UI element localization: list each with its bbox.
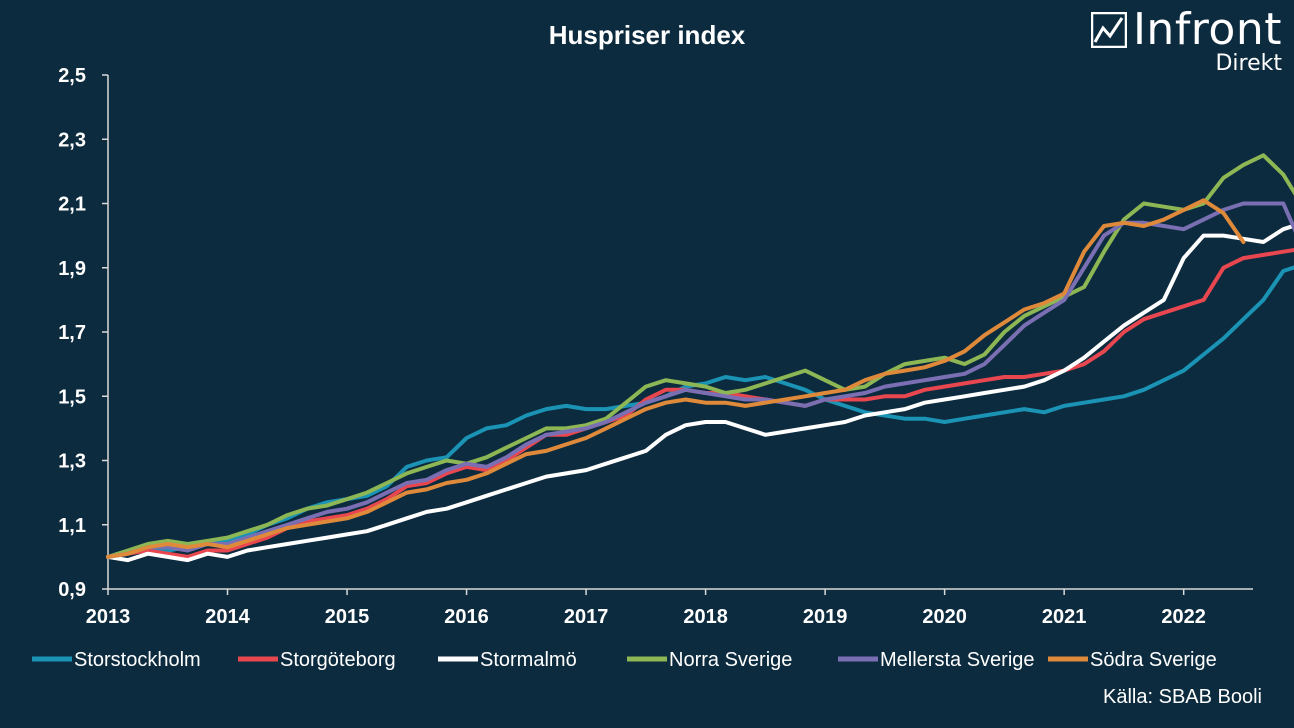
x-tick-label: 2022 (1161, 606, 1206, 628)
chart-title: Huspriser index (549, 20, 746, 50)
x-tick-label: 2017 (564, 606, 609, 628)
legend-label: Storstockholm (74, 649, 201, 671)
x-tick-label: 2018 (683, 606, 728, 628)
y-tick-label: 2,5 (58, 65, 86, 87)
legend-label: Stormalmö (480, 649, 577, 671)
legend-label: Storgöteborg (280, 649, 396, 671)
y-tick-label: 2,3 (58, 129, 86, 151)
series-lines (106, 153, 1294, 563)
series-line-s-dra-sverige (106, 198, 1246, 559)
y-tick-label: 1,7 (58, 322, 86, 344)
axes: 0,9 1,1 1,3 1,5 1,7 1,9 2,1 2,3 2,5 2013 2014 2015 2… (58, 65, 1253, 628)
y-tick-label: 1,9 (58, 258, 86, 280)
x-tick-label: 2015 (325, 606, 370, 628)
x-tick-label: 2019 (803, 606, 848, 628)
legend: Storstockholm Storgöteborg Stormalmö Norra … (32, 649, 1217, 671)
y-tick-label: 0,9 (58, 579, 86, 601)
x-tick-label: 2013 (86, 606, 131, 628)
series-line-storstockholm (106, 265, 1294, 559)
series-line-norra-sverige (106, 153, 1294, 559)
brand-logo: Infront Direkt (1090, 4, 1282, 76)
x-tick-label: 2020 (922, 606, 967, 628)
x-tick-label: 2016 (444, 606, 489, 628)
source-note: Källa: SBAB Booli (1103, 686, 1262, 708)
series-line-stormalm- (106, 223, 1294, 563)
legend-label: Södra Sverige (1090, 649, 1217, 671)
brand-subtitle: Direkt (1215, 51, 1282, 76)
series-line-mellersta-sverige (106, 201, 1294, 559)
brand-name: Infront (1132, 4, 1282, 55)
legend-label: Mellersta Sverige (880, 649, 1035, 671)
legend-label: Norra Sverige (669, 649, 792, 671)
y-tick-label: 2,1 (58, 194, 86, 216)
x-tick-label: 2014 (205, 606, 250, 628)
y-tick-label: 1,3 (58, 451, 86, 473)
x-tick-label: 2021 (1042, 606, 1087, 628)
infront-logo-icon (1090, 12, 1127, 48)
y-tick-label: 1,1 (58, 515, 86, 537)
y-tick-label: 1,5 (58, 386, 86, 408)
